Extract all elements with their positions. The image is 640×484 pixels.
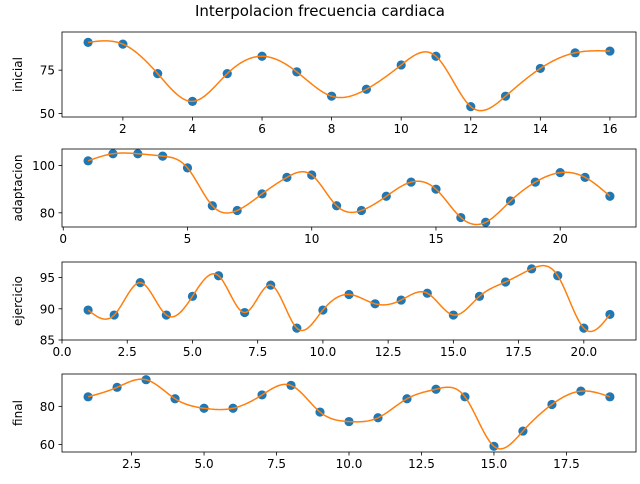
y-tick-label: 75 (40, 64, 55, 78)
x-tick-label: 17.5 (553, 457, 580, 471)
interpolation-line (87, 264, 611, 333)
chart-panel-inicial: 2 4 6 8 10 12 14 16 50 75 inicial (11, 31, 637, 136)
x-tick-label: 16 (602, 122, 617, 136)
x-tick-label: 0 (59, 232, 67, 246)
y-tick-label: 85 (40, 334, 55, 348)
y-axis-label: inicial (11, 57, 25, 92)
y-axis-label: ejercicio (11, 276, 25, 326)
x-tick-label: 10.0 (310, 345, 337, 359)
x-tick-label: 10.0 (336, 457, 363, 471)
x-tick-label: 4 (189, 122, 197, 136)
axes-frame (61, 148, 637, 228)
x-tick-label: 6 (258, 122, 266, 136)
x-tick-label: 14 (533, 122, 548, 136)
x-tick-label: 8 (328, 122, 336, 136)
chart-panel-adaptacion: 0 5 10 15 20 80 100 adaptacion (11, 148, 637, 246)
interpolation-line (87, 152, 611, 226)
x-tick-label: 12 (463, 122, 478, 136)
y-tick-label: 50 (40, 107, 55, 121)
x-tick-label: 5 (184, 232, 192, 246)
x-tick-label: 7.5 (248, 345, 267, 359)
x-tick-label: 15 (428, 232, 443, 246)
x-tick-label: 20.0 (570, 345, 597, 359)
y-tick-label: 60 (40, 438, 55, 452)
chart-panel-ejercicio: 0.0 2.5 5.0 7.5 10.0 12.5 15.0 17.5 20.0 85 90 95 ej… (11, 261, 637, 359)
x-tick-label: 0.0 (52, 345, 71, 359)
x-tick-label: 12.5 (375, 345, 402, 359)
y-axis-label: final (11, 400, 25, 426)
x-tick-label: 10 (394, 122, 409, 136)
figure-title: Interpolacion frecuencia cardiaca (195, 2, 445, 20)
y-tick-label: 95 (40, 271, 55, 285)
x-tick-label: 15.0 (481, 457, 508, 471)
x-tick-label: 2 (119, 122, 127, 136)
interpolation-line (87, 378, 611, 450)
y-axis-label: adaptacion (11, 155, 25, 222)
y-tick-label: 80 (40, 400, 55, 414)
x-tick-label: 2.5 (118, 345, 137, 359)
x-tick-label: 17.5 (505, 345, 532, 359)
x-tick-label: 2.5 (122, 457, 141, 471)
x-tick-label: 5.0 (195, 457, 214, 471)
interpolation-line (87, 40, 610, 112)
y-tick-label: 80 (40, 206, 55, 220)
x-tick-label: 15.0 (440, 345, 467, 359)
y-tick-label: 100 (32, 159, 55, 173)
x-tick-label: 5.0 (183, 345, 202, 359)
x-tick-label: 10 (304, 232, 319, 246)
axes-frame (61, 31, 637, 118)
x-tick-label: 7.5 (267, 457, 286, 471)
y-tick-label: 90 (40, 302, 55, 316)
chart-panels: 2 4 6 8 10 12 14 16 50 75 inicial 0 5 10 15 20 80 100 adap… (11, 31, 637, 471)
chart-panel-final: 2.5 5.0 7.5 10.0 12.5 15.0 17.5 60 80 final (11, 373, 637, 471)
axes-frame (61, 261, 637, 341)
x-tick-label: 20 (553, 232, 568, 246)
axes-frame (61, 373, 637, 453)
x-tick-label: 12.5 (408, 457, 435, 471)
